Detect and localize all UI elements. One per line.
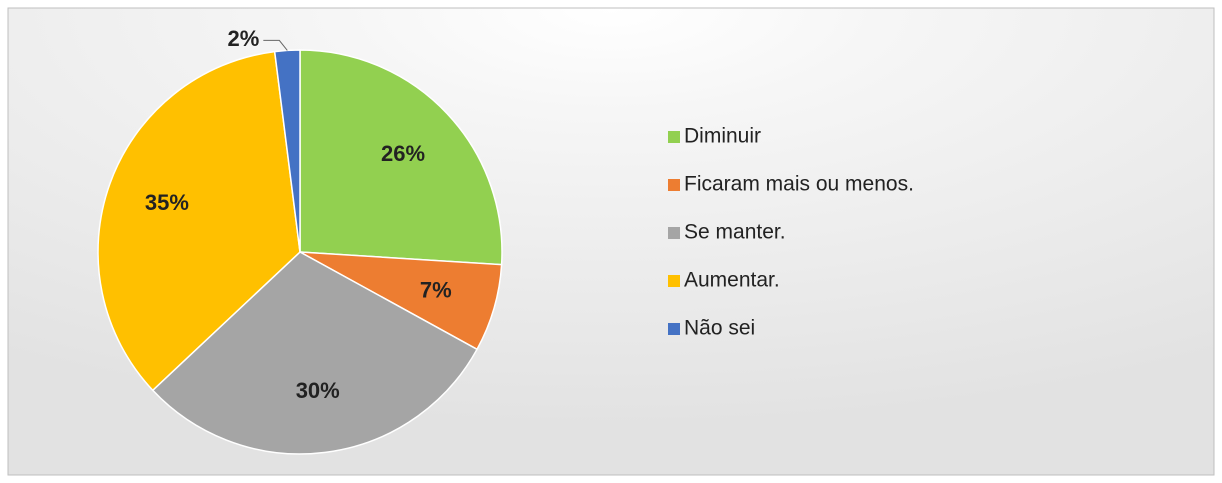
legend-label: Ficaram mais ou menos. (684, 173, 914, 196)
data-label: 35% (145, 190, 189, 215)
pie-slice (273, 49, 301, 253)
data-label: 30% (296, 378, 340, 403)
legend-swatch (668, 323, 680, 335)
legend-label: Não sei (684, 317, 755, 340)
legend-swatch (668, 227, 680, 239)
legend-label: Aumentar. (684, 269, 780, 292)
legend-swatch (668, 179, 680, 191)
legend-label: Se manter. (684, 221, 786, 244)
pie-slice (299, 49, 503, 266)
leader-line (263, 39, 288, 51)
pie-slice (151, 251, 479, 455)
data-label: 26% (381, 141, 425, 166)
legend-swatch (668, 131, 680, 143)
data-label: 2% (228, 26, 260, 51)
legend-label: Diminuir (684, 125, 761, 148)
legend-swatch (668, 275, 680, 287)
pie-slice (97, 50, 301, 392)
data-label: 7% (420, 277, 452, 302)
